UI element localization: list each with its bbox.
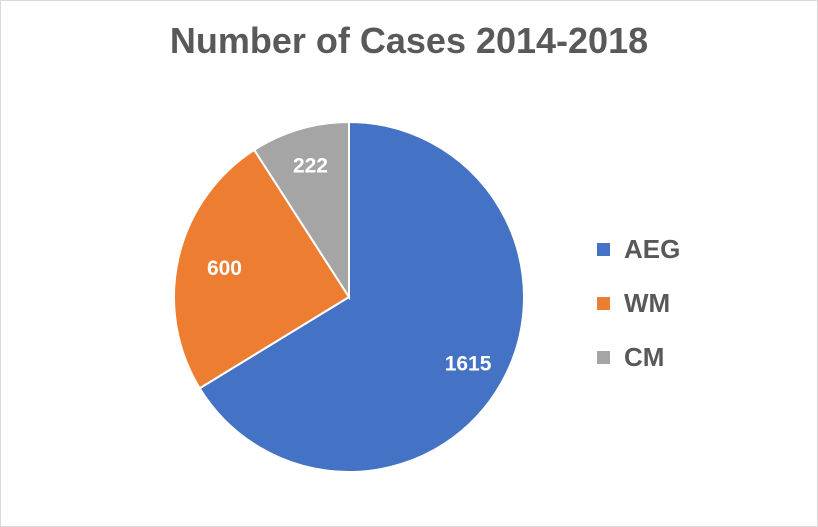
pie-data-labels: 1615 600 222: [207, 155, 492, 376]
legend-label-wm: WM: [624, 287, 671, 318]
legend-label-cm: CM: [624, 341, 665, 372]
legend-swatch-aeg: [597, 242, 610, 256]
legend-item-aeg: AEG: [597, 222, 680, 276]
pie-slice-wm: [173, 148, 351, 390]
chart-title: Number of Cases 2014-2018: [169, 20, 649, 61]
legend-item-wm: WM: [597, 276, 680, 330]
legend-swatch-cm: [597, 350, 610, 364]
pie-slices: [173, 120, 525, 473]
data-label-cm: 222: [293, 155, 328, 178]
data-label-aeg: 1615: [445, 352, 492, 375]
legend-item-cm: CM: [597, 330, 680, 384]
data-label-wm: 600: [207, 257, 242, 280]
legend-swatch-wm: [597, 296, 610, 310]
pie-slice-cm: [252, 120, 350, 301]
legend-label-aeg: AEG: [624, 233, 681, 264]
legend: AEG WM CM: [597, 222, 680, 384]
pie-slice-aeg: [198, 120, 525, 473]
